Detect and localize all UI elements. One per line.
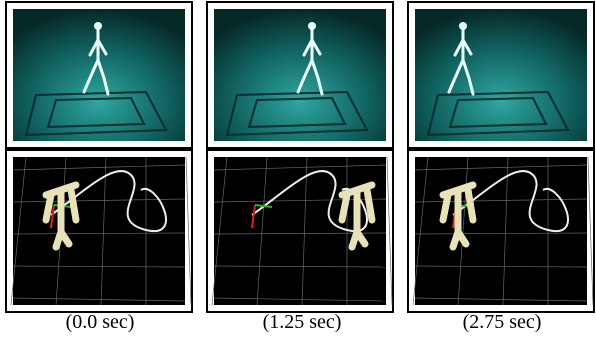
grid [186,157,191,305]
photo [214,9,386,141]
photo [415,9,587,141]
figure-head [94,22,102,30]
caption: (0.0 sec) [66,311,135,333]
figure-head [308,22,316,30]
figure-head [459,22,467,30]
grid [387,157,392,305]
panels [6,2,594,312]
figure: (0.0 sec) (1.25 sec) (2.75 sec) [0,0,596,343]
grid [588,157,593,305]
caption: (2.75 sec) [463,311,542,333]
caption: (1.25 sec) [263,311,342,333]
